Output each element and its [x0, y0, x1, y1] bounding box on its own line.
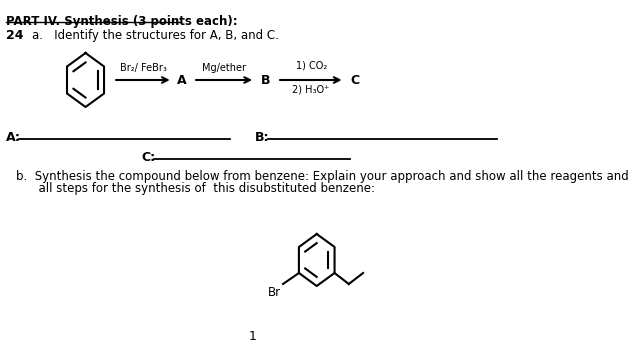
- Text: Br₂/ FeBr₃: Br₂/ FeBr₃: [120, 63, 167, 73]
- Text: C: C: [351, 73, 360, 87]
- Text: Br: Br: [268, 286, 282, 299]
- Text: B: B: [261, 73, 271, 87]
- Text: 1) CO₂: 1) CO₂: [296, 61, 327, 71]
- Text: C:: C:: [141, 151, 155, 164]
- Text: a.   Identify the structures for A, B, and C.: a. Identify the structures for A, B, and…: [32, 29, 279, 42]
- Text: b.  Synthesis the compound below from benzene: Explain your approach and show al: b. Synthesis the compound below from ben…: [16, 170, 629, 183]
- Text: 2) H₃O⁺: 2) H₃O⁺: [293, 85, 330, 95]
- Text: A: A: [178, 73, 187, 87]
- Text: 1: 1: [249, 330, 256, 343]
- Text: PART IV. Synthesis (3 points each):: PART IV. Synthesis (3 points each):: [6, 15, 238, 28]
- Text: A:: A:: [6, 131, 21, 144]
- Text: B:: B:: [255, 131, 270, 144]
- Text: all steps for the synthesis of  this disubstituted benzene:: all steps for the synthesis of this disu…: [16, 182, 375, 195]
- Text: Mg/ether: Mg/ether: [202, 63, 246, 73]
- Text: 24: 24: [6, 29, 24, 42]
